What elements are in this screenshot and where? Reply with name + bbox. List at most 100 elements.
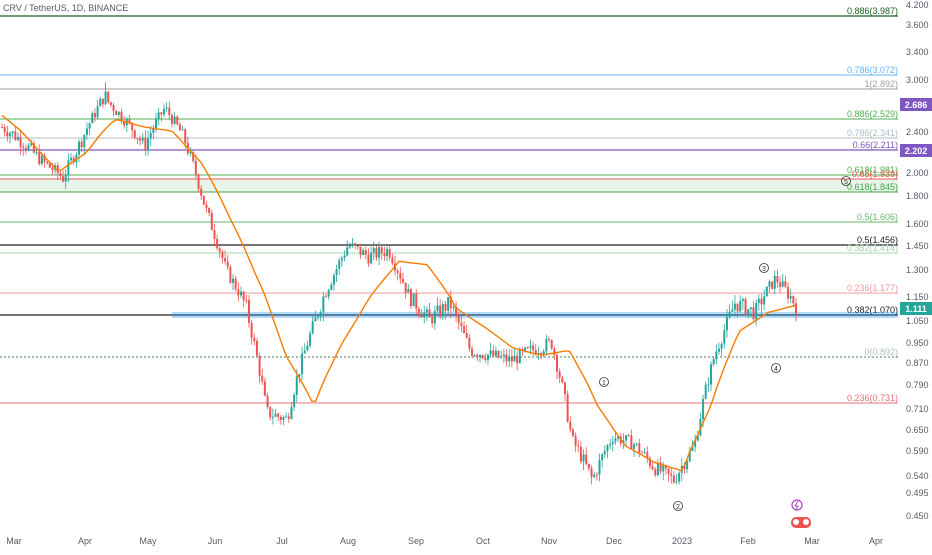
y-tick-label: 0.540 [906,471,929,481]
y-tick-label: 1.300 [906,265,929,275]
fib-level-label: 0.786(3.072) [847,65,898,75]
candle-body [553,348,556,356]
candle-body [279,416,282,421]
candle-body [6,131,9,137]
candle-body [773,275,776,289]
candle-body [396,270,399,273]
fib-level-label: 0.5(1.456) [857,235,898,245]
x-tick-label: Sep [408,536,424,546]
candle-body [545,339,548,352]
fib-level-label: 0.382(1.414) [847,243,898,253]
candle-body [763,296,766,305]
lightning-icon[interactable] [791,499,803,511]
candle-body [736,303,739,312]
candle-body [399,272,402,279]
candle-body [285,416,288,418]
candle-body [70,157,73,161]
candle-body [386,249,389,257]
candle-body [558,371,561,378]
candle-body [332,275,335,285]
candle-body [351,243,354,247]
wave-annotation-circle [673,501,683,511]
candle-body [324,296,327,298]
fib-level-label: 0.236(1.177) [847,283,898,293]
candle-body [656,462,659,476]
candle-body [556,355,559,372]
candle-body [781,281,784,287]
candle-body [356,245,359,247]
candle-body [640,452,643,454]
candle-body [433,311,436,324]
x-tick-label: Oct [476,536,491,546]
candle-body [46,161,49,164]
candle-body [1,126,3,128]
candle-body [144,137,147,151]
candle-body [367,254,370,264]
candle-body [229,266,232,283]
candle-body [484,358,487,360]
x-tick-label: Apr [869,536,883,546]
annotations-layer: 1 2 3 4 5 [599,176,851,528]
moving-average-line[interactable] [1,114,797,472]
candle-body [534,350,537,355]
candle-body [107,91,110,103]
candle-body [423,312,426,318]
candle-body [338,260,341,270]
candle-body [752,307,755,320]
candle-body [420,313,423,318]
candle-body [147,138,150,151]
candle-body [78,141,81,155]
candle-body [452,307,455,309]
candles-layer [1,82,797,485]
candle-body [505,354,508,362]
support-zone-blue [172,312,898,318]
candle-body [131,122,134,131]
candle-body [694,440,697,448]
candle-body [216,238,219,249]
candle-body [715,351,718,360]
y-tick-label: 3.400 [906,47,929,57]
candle-body [250,322,253,338]
candle-body [468,337,471,349]
candle-body [330,284,333,290]
candle-body [48,163,51,168]
candle-body [362,250,365,255]
candle-body [162,108,165,115]
candle-body [492,350,495,356]
candle-body [720,343,723,349]
event-dot-icon [803,519,809,525]
y-tick-label: 1.600 [906,219,929,229]
candle-body [630,435,633,449]
candle-body [478,354,481,357]
fib-level-label: 0.236(0.731) [847,393,898,403]
y-tick-label: 0.450 [906,511,929,521]
x-tick-label: Mar [804,536,820,546]
candle-body [500,355,503,358]
candle-body [481,354,484,359]
candle-body [683,465,686,470]
candle-body [91,113,94,124]
candle-body [232,278,235,283]
candle-body [157,112,160,120]
candle-body [686,461,689,470]
fib-level-label: 0.65(1.939) [852,169,898,179]
candle-body [24,148,27,150]
candle-body [593,474,596,477]
candle-body [210,212,213,230]
candle-body [598,460,601,475]
candle-body [295,376,298,395]
candle-body [457,314,460,323]
candle-body [667,468,670,474]
y-tick-label: 2.400 [906,127,929,137]
x-tick-label: Mar [6,536,22,546]
candle-body [664,465,667,469]
y-tick-label: 0.790 [906,380,929,390]
candle-body [595,474,598,476]
candle-body [93,113,96,118]
candle-body [88,123,91,129]
candle-body [370,252,373,264]
candle-body [633,444,636,449]
